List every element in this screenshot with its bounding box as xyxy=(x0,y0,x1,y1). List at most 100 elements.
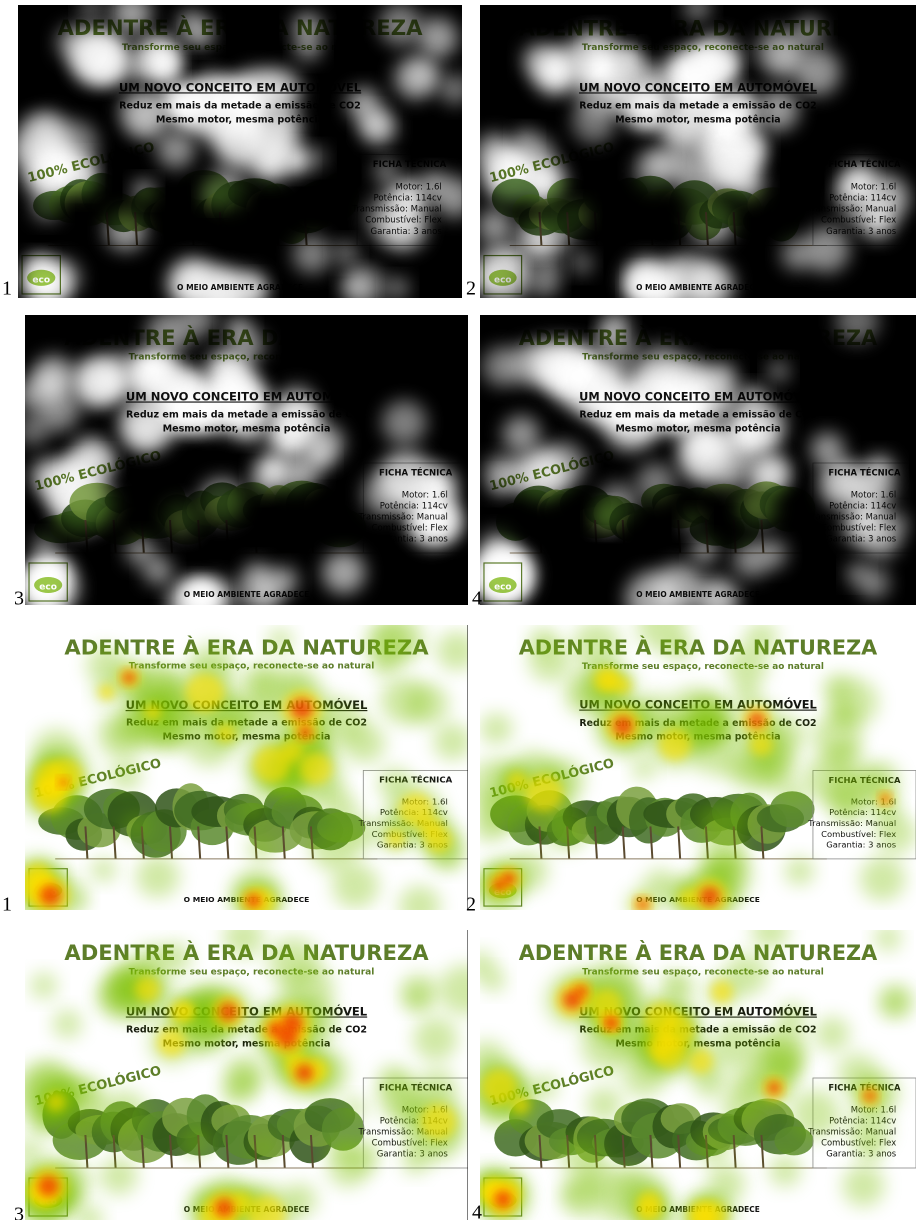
heat-green xyxy=(725,754,756,785)
panel-number: 1 xyxy=(2,278,12,300)
heat-green xyxy=(181,1127,212,1158)
heat-green xyxy=(752,913,788,950)
heat-green xyxy=(238,795,267,823)
heat-green xyxy=(436,631,477,671)
heat-green xyxy=(573,621,621,668)
heat-red xyxy=(604,1016,617,1029)
heat-yellow xyxy=(144,704,161,721)
heat-red xyxy=(59,778,68,787)
heat-green xyxy=(17,1140,41,1164)
heat-green xyxy=(402,1149,428,1175)
heat-green xyxy=(393,1091,424,1121)
heat-green xyxy=(876,814,916,854)
heat-green xyxy=(31,973,57,999)
heat-green xyxy=(881,990,907,1016)
heat-red xyxy=(246,894,261,909)
heat-red xyxy=(613,716,633,736)
heat-green xyxy=(779,782,804,807)
heat-green xyxy=(860,856,905,901)
heat-green xyxy=(587,1087,622,1122)
heat-red xyxy=(291,698,313,719)
heat-green xyxy=(53,1010,82,1039)
heat-red xyxy=(298,725,312,738)
panel-number: 2 xyxy=(466,894,476,916)
heat-green xyxy=(582,1162,623,1203)
heat-green xyxy=(828,739,862,773)
heat-green xyxy=(91,858,116,882)
figure: ADENTRE À ERA DA NATUREZATransforme seu … xyxy=(0,0,916,1220)
heat-green xyxy=(637,604,685,651)
heat-red xyxy=(295,1064,313,1082)
heat-green xyxy=(530,627,557,654)
heat-red xyxy=(767,1081,780,1094)
heat-red xyxy=(214,1198,234,1218)
heat-yellow xyxy=(711,981,733,1004)
heat-red xyxy=(277,1027,298,1048)
heat-green xyxy=(757,1036,801,1081)
heat-yellow xyxy=(600,671,619,690)
heat-green xyxy=(268,937,318,987)
heat-yellow xyxy=(399,793,433,826)
heat-red xyxy=(219,1003,237,1021)
heat-green xyxy=(713,1021,761,1070)
heat-green xyxy=(875,925,901,951)
heat-red xyxy=(494,1190,512,1209)
heat-green xyxy=(98,1090,148,1140)
opacity-overlay xyxy=(480,315,916,605)
heat-green xyxy=(378,767,412,800)
heat-green xyxy=(374,616,424,665)
heat-green xyxy=(769,1155,800,1187)
heat-green xyxy=(405,986,428,1009)
heat-red xyxy=(123,671,136,683)
heat-red xyxy=(637,899,649,910)
heat-red xyxy=(881,794,890,803)
panel-number: 3 xyxy=(14,588,24,610)
heat-green xyxy=(847,1107,891,1151)
heat-yellow xyxy=(99,684,115,700)
heat-yellow xyxy=(512,1096,530,1114)
opacity-overlay xyxy=(480,5,916,298)
heat-green xyxy=(777,1003,806,1032)
panel-number: 1 xyxy=(2,894,12,916)
heat-yellow xyxy=(481,1069,517,1105)
heat-green xyxy=(785,857,814,885)
heat-green xyxy=(824,674,852,702)
heat-green xyxy=(707,1165,745,1203)
heat-green xyxy=(236,696,283,742)
heat-green xyxy=(546,810,587,851)
panel: ADENTRE À ERA DA NATUREZATransforme seu … xyxy=(13,918,490,1220)
heat-yellow xyxy=(659,729,691,761)
heat-green xyxy=(842,1164,884,1206)
heat-green xyxy=(399,886,440,926)
heat-green xyxy=(324,792,357,824)
heat-red xyxy=(749,712,765,728)
heat-green xyxy=(480,713,512,745)
heat-green xyxy=(328,1147,368,1187)
heat-yellow xyxy=(185,674,224,712)
panel: ADENTRE À ERA DA NATUREZATransforme seu … xyxy=(12,616,477,926)
heat-green xyxy=(688,692,735,738)
heat-yellow xyxy=(387,829,405,847)
panel-number: 4 xyxy=(472,1202,482,1220)
heat-green xyxy=(28,1110,56,1138)
heat-green xyxy=(110,760,141,791)
heat-green xyxy=(302,789,325,811)
heat-red xyxy=(700,887,720,907)
heat-green xyxy=(722,1087,765,1130)
heat-green xyxy=(434,723,472,760)
heat-red xyxy=(39,885,61,906)
heat-yellow xyxy=(46,1092,65,1111)
heat-green xyxy=(406,683,449,725)
heat-green xyxy=(531,1074,557,1101)
heat-green xyxy=(473,808,508,843)
heat-yellow xyxy=(420,1104,456,1140)
opacity-overlay xyxy=(18,5,462,298)
heat-yellow xyxy=(299,753,332,785)
heat-green xyxy=(251,672,275,696)
heat-green xyxy=(268,628,292,652)
panel-number: 3 xyxy=(14,1204,24,1220)
heat-green xyxy=(413,1017,457,1061)
heat-green xyxy=(418,1069,456,1107)
